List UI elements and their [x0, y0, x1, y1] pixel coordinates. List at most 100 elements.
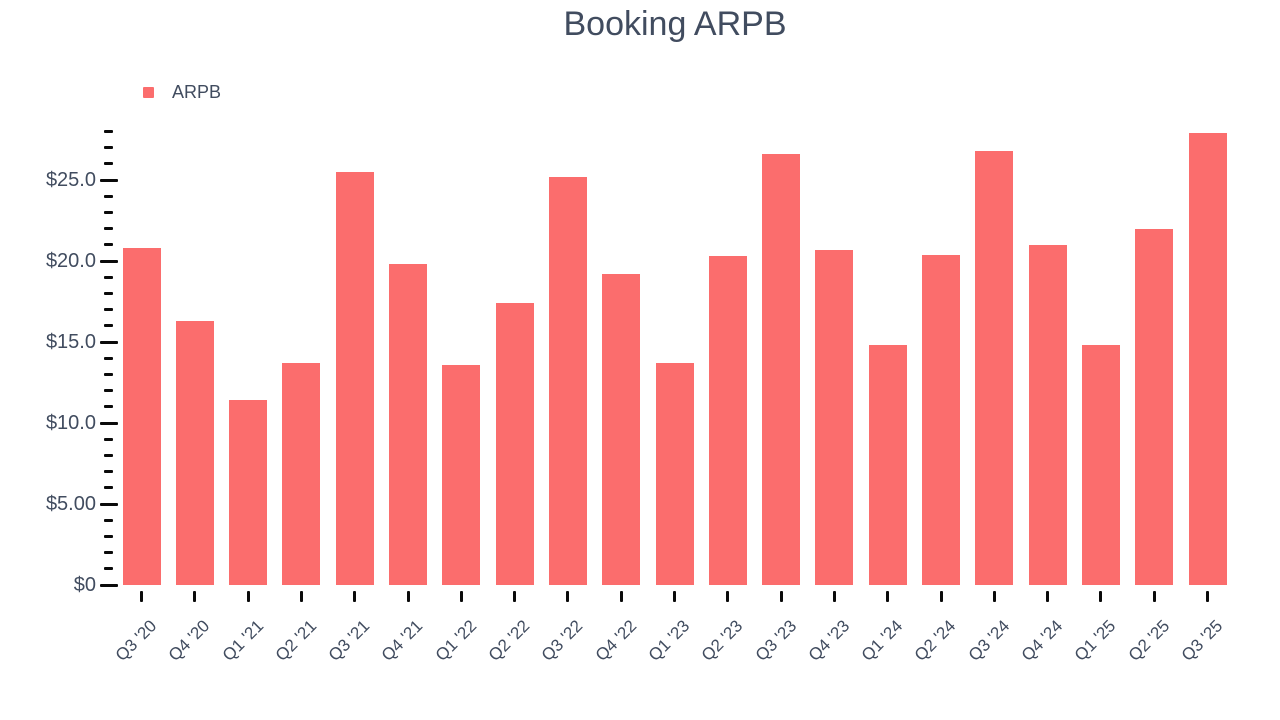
y-axis-minor-tick: [104, 356, 113, 360]
y-axis-minor-tick: [104, 389, 113, 393]
x-axis-tick: [406, 591, 410, 602]
x-axis-tick-label: Q3 '21: [324, 616, 374, 665]
legend-label: ARPB: [172, 81, 222, 102]
x-axis-tick-label: Q2 '25: [1124, 616, 1173, 665]
legend-item-arpb[interactable]: ARPB: [143, 82, 221, 103]
x-axis-tick-label: Q1 '25: [1071, 616, 1120, 665]
y-axis-minor-tick: [104, 567, 113, 571]
y-axis-minor-tick: [104, 210, 113, 214]
y-axis-minor-tick: [104, 162, 113, 166]
x-axis-tick: [353, 591, 357, 602]
y-axis-minor-tick: [104, 470, 113, 474]
x-axis-tick-label: Q1 '23: [644, 616, 694, 665]
x-axis-tick-label: Q4 '24: [1017, 616, 1067, 665]
bar-q221: [282, 363, 321, 585]
bar-q422: [602, 274, 641, 585]
bar-q224: [922, 255, 960, 585]
x-axis-tick: [886, 591, 890, 602]
x-axis-tick-label: Q1 '24: [857, 616, 907, 665]
bar-q423: [815, 250, 854, 585]
x-axis-tick: [939, 591, 943, 602]
y-axis-major-tick: [100, 421, 118, 425]
x-axis-tick: [140, 591, 143, 602]
x-axis-tick: [1099, 591, 1103, 602]
y-axis-major-tick: [100, 178, 118, 182]
x-axis-tick: [726, 591, 730, 602]
y-axis-minor-tick: [104, 308, 113, 312]
bar-q225: [1135, 229, 1174, 585]
bar-q325: [1188, 133, 1227, 585]
x-axis-tick: [673, 591, 676, 602]
y-axis-minor-tick: [104, 146, 113, 150]
legend-swatch-icon: [143, 86, 154, 98]
bar-q125: [1081, 345, 1120, 585]
x-axis-tick: [992, 591, 996, 602]
x-axis-tick-label: Q2 '22: [484, 616, 534, 665]
x-axis-tick: [779, 591, 783, 602]
y-axis-tick-label: $10.0: [45, 412, 96, 434]
bar-q424: [1028, 245, 1067, 585]
y-axis-tick-label: $20.0: [45, 250, 96, 272]
chart-title: Booking ARPB: [563, 5, 787, 43]
x-axis-tick-label: Q3 '24: [964, 616, 1014, 665]
y-axis-minor-tick: [104, 453, 113, 457]
y-axis-minor-tick: [104, 372, 113, 376]
bar-q122: [442, 365, 481, 585]
x-axis-tick-label: Q3 '25: [1177, 616, 1227, 665]
bar-q222: [495, 303, 534, 585]
x-axis-tick-label: Q4 '21: [378, 616, 427, 665]
bar-q420: [175, 321, 214, 585]
x-axis-tick-label: Q2 '24: [911, 616, 960, 665]
y-axis-minor-tick: [104, 243, 113, 247]
y-axis-major-tick: [100, 502, 118, 506]
x-axis-tick: [459, 591, 463, 602]
x-axis-tick-label: Q2 '21: [271, 616, 321, 665]
bar-q321: [335, 172, 374, 585]
x-axis-tick-label: Q3 '23: [751, 616, 800, 665]
x-axis-tick-label: Q2 '23: [698, 616, 747, 665]
y-axis-tick-label: $15.0: [45, 331, 96, 353]
y-axis-major-tick: [100, 583, 118, 587]
x-axis-tick-label: Q1 '21: [218, 616, 267, 665]
x-axis-tick: [513, 591, 517, 602]
y-axis-tick-label: $5.00: [45, 493, 96, 515]
y-axis-minor-tick: [104, 518, 113, 522]
bar-q324: [975, 151, 1014, 585]
bar-q123: [655, 363, 694, 585]
x-axis-tick-label: Q4 '23: [804, 616, 854, 665]
bar-q223: [708, 256, 747, 585]
y-axis-minor-tick: [104, 551, 113, 555]
x-axis-tick-label: Q1 '22: [431, 616, 481, 665]
x-axis-tick-label: Q3 '20: [111, 616, 161, 665]
bar-q323: [762, 154, 801, 585]
bar-q322: [548, 177, 587, 585]
x-axis-tick: [299, 591, 303, 602]
y-axis-major-tick: [100, 259, 118, 263]
x-axis-tick: [832, 591, 836, 602]
bar-q124: [868, 345, 907, 585]
y-axis-minor-tick: [104, 324, 113, 328]
bar-q121: [229, 400, 268, 585]
x-axis-tick: [1152, 591, 1156, 602]
x-axis-tick-label: Q3 '22: [538, 616, 587, 665]
y-axis-minor-tick: [104, 227, 113, 231]
bar-q320: [122, 248, 161, 585]
legend: ARPB: [143, 80, 221, 104]
x-axis-tick: [619, 591, 623, 602]
y-axis-tick-label: $25.0: [45, 169, 96, 191]
y-axis-tick-label: $0: [73, 574, 96, 596]
y-axis-major-tick: [100, 340, 118, 344]
x-axis-tick: [1206, 591, 1209, 602]
y-axis-minor-tick: [104, 534, 113, 538]
y-axis-minor-tick: [104, 194, 113, 198]
y-axis-minor-tick: [104, 405, 113, 409]
x-axis-tick-label: Q4 '20: [165, 616, 214, 665]
y-axis-minor-tick: [104, 129, 113, 133]
y-axis-minor-tick: [104, 486, 113, 490]
bar-q421: [389, 264, 427, 585]
x-axis-tick-label: Q4 '22: [591, 616, 640, 665]
x-axis-tick: [1046, 591, 1050, 602]
x-axis-tick: [246, 591, 250, 602]
y-axis-minor-tick: [104, 291, 113, 295]
y-axis-minor-tick: [104, 275, 113, 279]
